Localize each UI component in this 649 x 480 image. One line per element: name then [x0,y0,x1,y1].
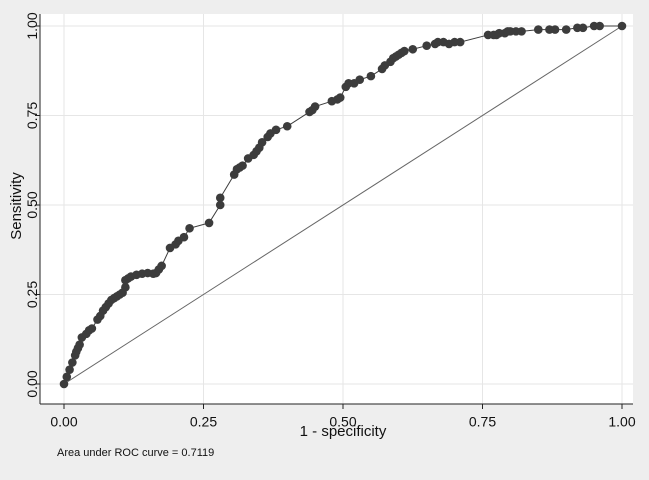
roc-point [215,193,225,203]
roc-point [455,37,465,47]
y-axis-title: Sensitivity [8,172,25,240]
roc-point [408,44,418,54]
roc-point [422,41,432,50]
roc-point [62,372,72,382]
x-tick-label: 0.75 [469,413,496,429]
grid-lines [40,14,633,404]
reference-line [63,25,623,385]
roc-point [617,21,627,31]
roc-point [215,200,225,210]
roc-point [355,75,365,84]
roc-point [238,161,247,170]
y-tick-label: 0.00 [24,370,40,397]
roc-point [366,71,376,81]
roc-point [271,125,281,135]
x-tick-label: 0.25 [190,413,217,429]
roc-point [185,223,194,233]
roc-point [517,27,526,36]
roc-point [65,365,74,374]
roc-point [257,138,267,147]
roc-point [87,324,97,333]
roc-point [179,232,189,242]
x-tick-label: 0.50 [329,413,356,429]
roc-curve-series [59,21,627,389]
roc-point [282,121,292,131]
y-tick-label: 0.50 [24,191,40,218]
x-tick-label: 1.00 [608,413,635,429]
y-tick-label: 0.25 [24,281,40,308]
roc-point [157,261,166,271]
roc-point [534,25,543,34]
reference-diagonal-line [63,25,623,385]
y-tick-label: 1.00 [24,12,40,39]
auc-note: Area under ROC curve = 0.7119 [57,447,214,459]
roc-point [335,93,345,102]
roc-point [561,25,571,34]
x-tick-label: 0.00 [50,413,77,429]
roc-point [59,379,69,389]
y-tick-label: 0.75 [24,102,40,129]
roc-point [595,21,604,31]
roc-point [204,218,214,228]
roc-point [75,340,84,349]
x-axis-title: 1 - specificity [300,423,387,440]
roc-point [121,283,130,292]
axes [35,14,633,409]
roc-point [68,358,77,367]
roc-point [578,23,588,33]
roc-point [400,46,409,56]
roc-point [550,25,560,34]
x-tick-labels: 0.00 0.25 0.50 0.75 1.00 [50,413,635,429]
y-tick-labels: 0.00 0.25 0.50 0.75 1.00 [24,12,40,397]
roc-point [310,102,320,111]
